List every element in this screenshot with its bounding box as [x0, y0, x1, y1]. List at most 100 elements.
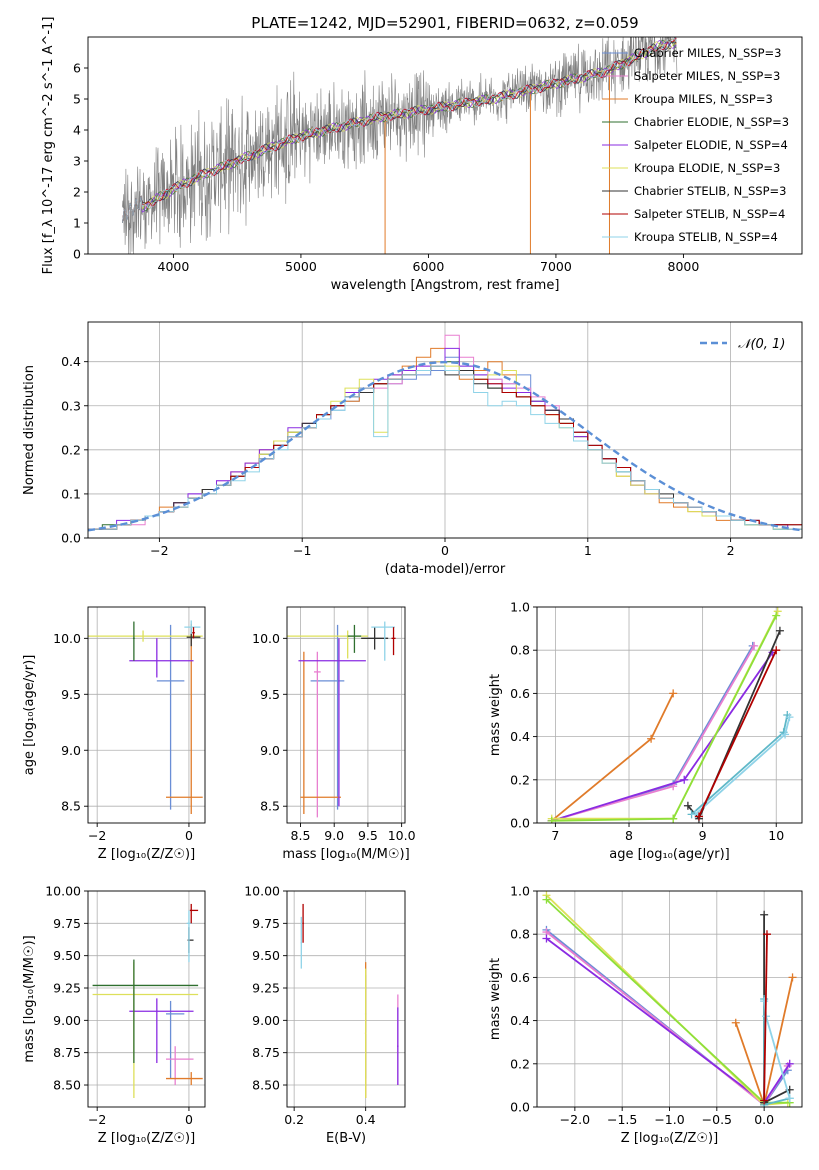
- y-tick-label: 0: [73, 247, 81, 262]
- x-tick-label: 9.5: [358, 828, 378, 843]
- y-tick-label: 10.0: [252, 631, 280, 646]
- y-tick-label: 0.0: [61, 531, 81, 546]
- x-tick-label: 8: [625, 828, 633, 843]
- weight-point-marker: [669, 814, 678, 823]
- spectrum-title: PLATE=1242, MJD=52901, FIBERID=0632, z=0…: [251, 14, 638, 32]
- y-tick-label: 1: [73, 216, 81, 231]
- residuals-panel: −2 −1 0 1 2 0.0 0.1 0.2 0.3 0.4 (data-model)/error…: [22, 321, 803, 577]
- x-tick-label: 9.0: [324, 828, 344, 843]
- x-tick-label: 8000: [668, 259, 700, 274]
- x-tick-label: 10.0: [388, 828, 416, 843]
- massweight_vs_Z-panel: −2.0 −1.5 −1.0 −0.5 0.0 0.0 0.2 0.4 0.6 0.8 1.0 Z […: [488, 884, 803, 1146]
- y-tick-label: 0.3: [61, 398, 81, 413]
- y-tick-label: 9.0: [61, 743, 81, 758]
- y-tick-label: 0.0: [510, 1100, 530, 1115]
- weight-point-marker: [772, 646, 781, 655]
- weight-point-marker: [785, 1094, 794, 1103]
- x-tick-label: −0.5: [702, 1112, 732, 1127]
- weight-point-marker: [683, 801, 692, 810]
- model-spectrum: [122, 40, 677, 224]
- y-tick-label: 0.2: [61, 442, 81, 457]
- weight-point-marker: [775, 626, 784, 635]
- y-tick-label: 0.6: [510, 686, 530, 701]
- y-tick-label: 9.50: [252, 948, 280, 963]
- y-tick-label: 8.5: [260, 799, 280, 814]
- y-tick-label: 9.50: [53, 948, 81, 963]
- y-axis-label: age [log₁₀(age/yr)]: [22, 655, 37, 776]
- mass_vs_Z-panel: −2 0 8.50 8.75 9.00 9.25 9.50 9.75 10.00 Z [log₁₀…: [22, 884, 206, 1146]
- massweight_vs_age-panel: 7 8 9 10 0.0 0.2 0.4 0.6 0.8 1.0 age [log₁₀(age/yr…: [488, 600, 803, 862]
- y-axis-label: mass weight: [488, 958, 503, 1040]
- x-tick-label: −1: [293, 543, 311, 558]
- x-tick-label: 10: [768, 828, 784, 843]
- weight-point-marker: [785, 713, 794, 722]
- y-tick-label: 9.5: [61, 687, 81, 702]
- y-tick-label: 0.6: [510, 970, 530, 985]
- y-tick-label: 10.0: [53, 631, 81, 646]
- weight-point-marker: [542, 934, 551, 943]
- y-tick-label: 0.2: [510, 1056, 530, 1071]
- spectrum-panel: 4000 5000 6000 7000 8000 0 1 2 3 4 5 6 wavelength [A…: [41, 14, 803, 293]
- x-tick-label: 0.4: [356, 1112, 376, 1127]
- y-tick-label: 0.1: [61, 486, 81, 501]
- x-tick-label: 1: [584, 543, 592, 558]
- weight-point-marker: [731, 1018, 740, 1027]
- axes-frame: [286, 890, 406, 1108]
- y-tick-label: 9.5: [260, 687, 280, 702]
- axes-frame: [536, 606, 803, 824]
- legend-label: Kroupa ELODIE, N_SSP=3: [634, 161, 780, 175]
- x-tick-label: 5000: [285, 259, 317, 274]
- massweight_vs_age-plot-area: [547, 607, 794, 823]
- model-spectrum: [122, 41, 677, 224]
- x-tick-label: −2: [88, 828, 106, 843]
- x-tick-label: 7000: [540, 259, 572, 274]
- residuals-plot-area: [88, 334, 802, 532]
- axes-frame: [87, 606, 206, 824]
- x-axis-label: Z [log₁₀(Z/Z☉)]: [621, 1131, 718, 1146]
- y-tick-label: 8.5: [61, 799, 81, 814]
- legend-label: Salpeter MILES, N_SSP=3: [634, 69, 780, 83]
- weight-point-marker: [762, 930, 771, 939]
- legend-label: Chabrier STELIB, N_SSP=3: [634, 184, 786, 198]
- spectrum-plot-area: [122, 37, 678, 254]
- massweight_vs_Z-plot-area: [542, 891, 797, 1107]
- weight-point-marker: [680, 775, 689, 784]
- legend-label: Salpeter STELIB, N_SSP=4: [634, 207, 785, 221]
- x-tick-label: −2.0: [560, 1112, 590, 1127]
- x-tick-label: −1.0: [654, 1112, 684, 1127]
- model-spectrum: [122, 38, 677, 224]
- y-tick-label: 0.8: [510, 927, 530, 942]
- model-spectrum: [122, 39, 677, 224]
- y-axis-label: Normed distribution: [22, 365, 37, 495]
- mass_vs_ebv-plot-area: [300, 903, 399, 1098]
- y-tick-label: 9.75: [252, 916, 280, 931]
- y-tick-label: 0.8: [510, 643, 530, 658]
- weight-point-marker: [772, 611, 781, 620]
- weight-point-marker: [760, 910, 769, 919]
- x-tick-label: 8.5: [291, 828, 311, 843]
- y-tick-label: 9.25: [53, 981, 81, 996]
- y-tick-label: 9.25: [252, 981, 280, 996]
- x-axis-label: E(B-V): [326, 1131, 366, 1146]
- y-tick-label: 9.00: [53, 1013, 81, 1028]
- histogram-step: [88, 365, 802, 530]
- y-axis-label: Flux [f_λ 10^-17 erg cm^-2 s^-1 A^-1]: [41, 17, 56, 275]
- x-tick-label: 0: [441, 543, 449, 558]
- weight-point-marker: [694, 812, 703, 821]
- weight-point-marker: [760, 997, 769, 1006]
- x-tick-label: 6000: [413, 259, 445, 274]
- x-tick-label: 0.2: [284, 1112, 304, 1127]
- normal-curve: [88, 360, 802, 532]
- legend-label: Chabrier ELODIE, N_SSP=3: [634, 115, 789, 129]
- weight-point-marker: [785, 1059, 794, 1068]
- y-tick-label: 8.75: [53, 1045, 81, 1060]
- legend-label: Salpeter ELODIE, N_SSP=4: [634, 138, 788, 152]
- x-tick-label: 2: [727, 543, 735, 558]
- weight-point-marker: [788, 973, 797, 982]
- x-tick-label: 0: [185, 828, 193, 843]
- axes-frame: [286, 606, 406, 824]
- x-axis-label: Z [log₁₀(Z/Z☉)]: [98, 847, 195, 862]
- y-tick-label: 9.75: [53, 916, 81, 931]
- weight-point-marker: [547, 816, 556, 823]
- x-tick-label: −1.5: [607, 1112, 637, 1127]
